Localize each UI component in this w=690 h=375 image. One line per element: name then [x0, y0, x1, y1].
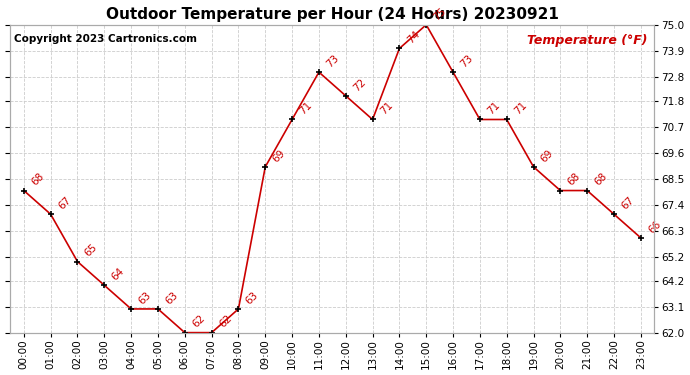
- Text: 72: 72: [351, 76, 368, 93]
- Text: 68: 68: [30, 171, 46, 188]
- Text: 75: 75: [432, 6, 448, 22]
- Text: 65: 65: [83, 242, 99, 259]
- Text: 74: 74: [405, 29, 422, 46]
- Text: Copyright 2023 Cartronics.com: Copyright 2023 Cartronics.com: [14, 34, 197, 44]
- Text: 63: 63: [244, 290, 260, 306]
- Text: 62: 62: [217, 314, 234, 330]
- Title: Outdoor Temperature per Hour (24 Hours) 20230921: Outdoor Temperature per Hour (24 Hours) …: [106, 7, 559, 22]
- Text: 67: 67: [56, 195, 72, 211]
- Text: 68: 68: [593, 171, 609, 188]
- Text: 73: 73: [459, 53, 475, 69]
- Text: 71: 71: [378, 100, 395, 117]
- Text: Temperature (°F): Temperature (°F): [527, 34, 648, 47]
- Text: 68: 68: [566, 171, 582, 188]
- Text: 62: 62: [190, 314, 207, 330]
- Text: 67: 67: [620, 195, 636, 211]
- Text: 66: 66: [647, 219, 663, 235]
- Text: 71: 71: [512, 100, 529, 117]
- Text: 69: 69: [539, 148, 555, 164]
- Text: 64: 64: [110, 266, 126, 282]
- Text: 63: 63: [164, 290, 180, 306]
- Text: 71: 71: [486, 100, 502, 117]
- Text: 71: 71: [297, 100, 314, 117]
- Text: 63: 63: [137, 290, 153, 306]
- Text: 69: 69: [270, 148, 287, 164]
- Text: 73: 73: [324, 53, 341, 69]
